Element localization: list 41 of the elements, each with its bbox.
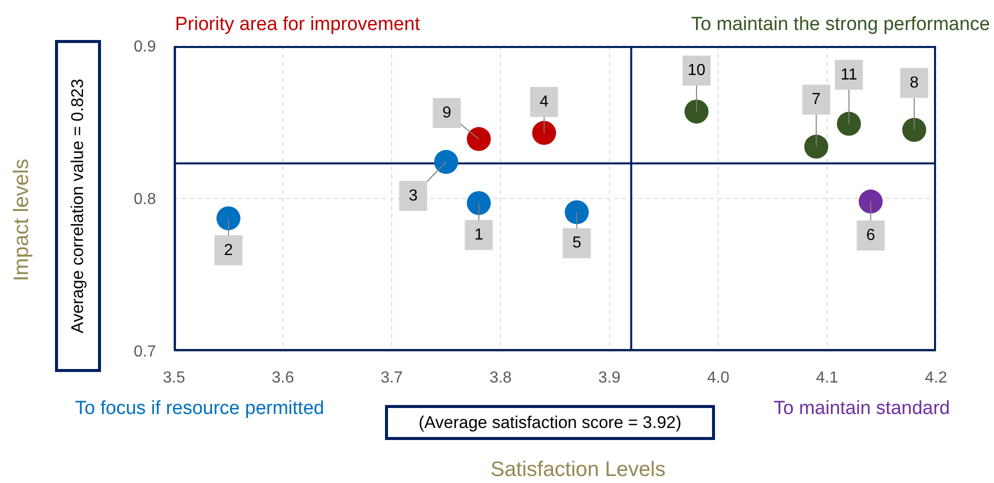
x-tick-label: 3.9 (598, 369, 621, 386)
x-tick-label: 4.1 (816, 369, 838, 386)
annotation: 6 (866, 227, 876, 244)
point (564, 200, 589, 224)
point (216, 206, 240, 230)
text: (Average satisfaction score = 3.92) (418, 412, 682, 432)
annotation: 10 (688, 62, 706, 80)
point (902, 118, 926, 142)
x-tick-label: 3.8 (489, 369, 512, 386)
annotation: 8 (910, 74, 919, 92)
annotation: 7 (812, 91, 821, 108)
point (836, 112, 861, 136)
x-tick-label: 4.2 (924, 369, 948, 386)
text: To maintain the strong performance (691, 14, 990, 36)
point (532, 120, 556, 145)
x-tick-label: 3.7 (380, 369, 403, 386)
annotation: 1 (474, 226, 484, 244)
text: To focus if resource permitted (75, 398, 324, 420)
y-axis-title: Impact levels (10, 158, 34, 284)
point (804, 134, 828, 159)
x-tick-label: 3.5 (162, 369, 186, 386)
point (434, 150, 458, 174)
x-tick-label: 4.0 (707, 369, 730, 386)
y-tick-label: 0.9 (134, 38, 156, 56)
annotation: 11 (840, 66, 858, 84)
point (466, 127, 491, 152)
y-tick-label: 0.8 (134, 191, 156, 208)
annotation: 5 (572, 234, 582, 252)
text: Average correlation value = 0.823 (68, 78, 88, 334)
annotation: 4 (540, 93, 549, 110)
x-axis-title: Satisfaction Levels (489, 458, 667, 482)
annotation: 3 (408, 187, 418, 204)
annotation: 9 (442, 104, 452, 122)
x-tick-label: 3.6 (272, 369, 294, 386)
y-tick-label: 0.7 (134, 344, 156, 361)
point (684, 100, 709, 124)
point (466, 191, 491, 216)
text: Priority area for improvement (175, 14, 420, 36)
point (858, 190, 883, 214)
text: To maintain standard (774, 398, 950, 420)
annotation: 2 (224, 242, 233, 259)
